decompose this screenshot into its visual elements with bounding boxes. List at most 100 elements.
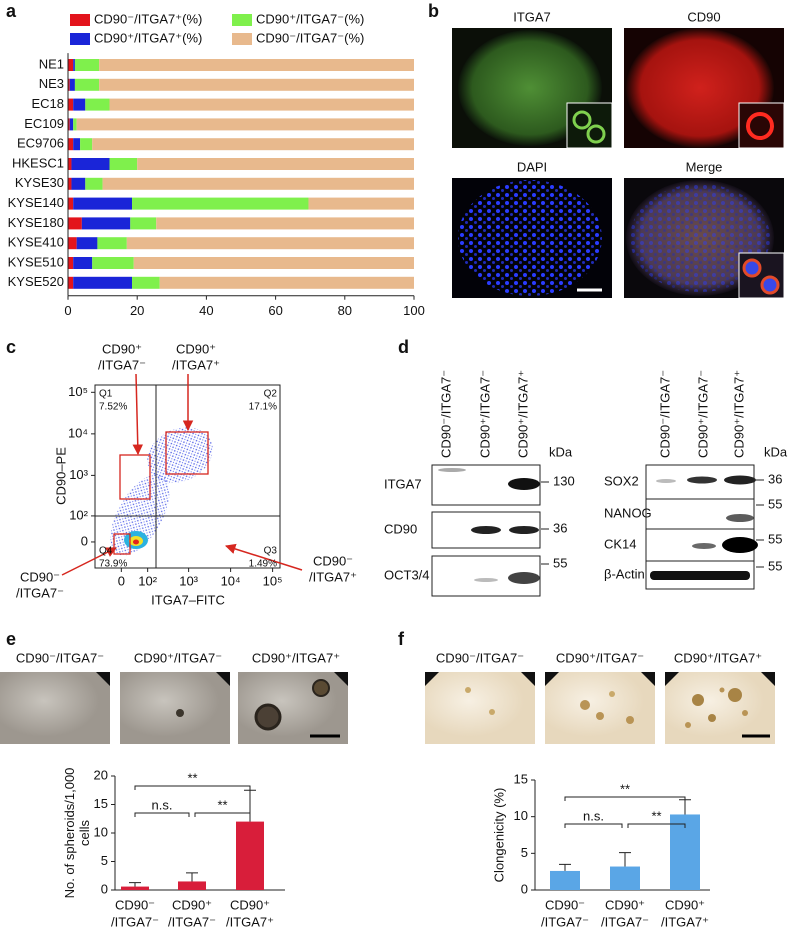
x-tick-label: CD90⁺ — [665, 897, 705, 912]
bar-segment — [80, 138, 93, 151]
corner — [96, 672, 110, 686]
band — [438, 468, 466, 472]
significance-bracket — [564, 796, 686, 801]
colony — [465, 687, 471, 693]
legend-swatch — [232, 14, 252, 26]
panel-label: a — [6, 1, 17, 21]
bar-segment — [71, 177, 86, 190]
legend-swatch — [232, 33, 252, 45]
protein-label: NANOG — [604, 505, 652, 520]
legend-label: CD90⁺/ITGA7⁻(%) — [256, 11, 364, 26]
colony — [708, 714, 716, 722]
protein-label: SOX2 — [604, 473, 639, 488]
bar-segment — [69, 78, 75, 91]
x-tick-label: 0 — [64, 303, 71, 318]
tissue — [630, 184, 770, 292]
x-tick-label: /ITGA7⁺ — [661, 914, 709, 929]
marker-label: 55 — [553, 555, 567, 570]
band — [722, 537, 758, 553]
y-axis-label: cells — [77, 820, 92, 847]
spheroid-images — [0, 672, 348, 744]
image-title: CD90⁺/ITGA7⁺ — [252, 650, 340, 665]
bar-segment — [68, 217, 82, 230]
band — [726, 514, 754, 522]
corner — [425, 672, 535, 686]
colony — [596, 712, 604, 720]
y-tick-label: KYSE410 — [8, 235, 64, 250]
x-tick-label: 10⁵ — [263, 573, 283, 588]
bar-segment — [73, 197, 133, 210]
lane-header: CD90⁺/ITGA7⁻ — [477, 370, 492, 458]
marker-label: 36 — [553, 520, 567, 535]
bar-segment — [74, 78, 100, 91]
cell — [746, 112, 774, 140]
x-tick-label: CD90⁻ — [115, 897, 155, 912]
bar-segment — [74, 59, 100, 71]
gate — [165, 431, 209, 475]
y-tick-label: KYSE510 — [8, 254, 64, 269]
x-tick-label: 100 — [403, 303, 425, 318]
marker-label: 55 — [768, 496, 782, 511]
marker-label: 55 — [768, 531, 782, 546]
bar-segment — [126, 237, 414, 250]
colony — [626, 716, 634, 724]
gate-label: CD90⁺ — [176, 341, 216, 356]
bar-segment — [99, 78, 414, 91]
bar-segment — [73, 257, 93, 269]
bar-segment — [68, 138, 74, 151]
arrow — [132, 373, 144, 456]
inset — [738, 252, 785, 299]
gate-label: /ITGA7⁺ — [309, 569, 357, 584]
gate-label: /ITGA7⁻ — [98, 357, 146, 372]
significance-label: ** — [187, 770, 197, 785]
bar-segment — [109, 158, 138, 170]
bar-segment — [308, 197, 414, 210]
bar — [610, 866, 640, 890]
y-tick-label: NE3 — [39, 76, 64, 91]
bar-segment — [76, 237, 98, 250]
x-tick-label: 20 — [130, 303, 144, 318]
bar — [236, 821, 264, 890]
bar-segment — [132, 276, 160, 289]
x-tick-label: 0 — [118, 573, 125, 588]
bar-segment — [68, 257, 74, 269]
image — [425, 672, 535, 744]
panel-label: f — [398, 629, 405, 649]
cell — [760, 275, 780, 295]
tissue — [458, 180, 602, 296]
bar-segment — [68, 98, 74, 111]
band — [687, 476, 717, 484]
bar-segment — [68, 158, 72, 170]
image — [238, 672, 348, 744]
x-tick-label: CD90⁺ — [605, 897, 645, 912]
bar-segment — [133, 257, 415, 269]
bar — [178, 881, 206, 890]
legend-swatch — [70, 33, 90, 45]
image-title: CD90⁻/ITGA7⁻ — [436, 650, 524, 665]
bar-segment — [73, 118, 77, 131]
bar-segment — [130, 217, 157, 230]
significance-label: ** — [217, 797, 227, 812]
bar-segment — [159, 276, 414, 289]
tissue — [626, 28, 774, 148]
colony — [719, 687, 725, 693]
x-tick-label: CD90⁺ — [230, 897, 270, 912]
panel-label: b — [428, 1, 439, 21]
marker-label: 130 — [553, 473, 575, 488]
bar-segment — [71, 158, 110, 170]
quadrant-label: Q3 — [264, 546, 278, 557]
colony — [580, 700, 590, 710]
bar-segment — [73, 59, 75, 71]
quadrant-label: 1.49% — [249, 559, 277, 570]
bar — [121, 886, 149, 890]
bar-segment — [68, 276, 74, 289]
y-tick-label: 10⁵ — [68, 384, 88, 399]
image-title: CD90⁺/ITGA7⁻ — [556, 650, 644, 665]
inset — [738, 102, 785, 149]
marker-label: 55 — [768, 558, 782, 573]
y-tick-label: 10 — [514, 808, 528, 823]
lane-header: CD90⁺/ITGA7⁺ — [515, 370, 530, 458]
x-tick-label: /ITGA7⁺ — [226, 914, 274, 929]
gate-label: CD90⁻ — [20, 569, 60, 584]
